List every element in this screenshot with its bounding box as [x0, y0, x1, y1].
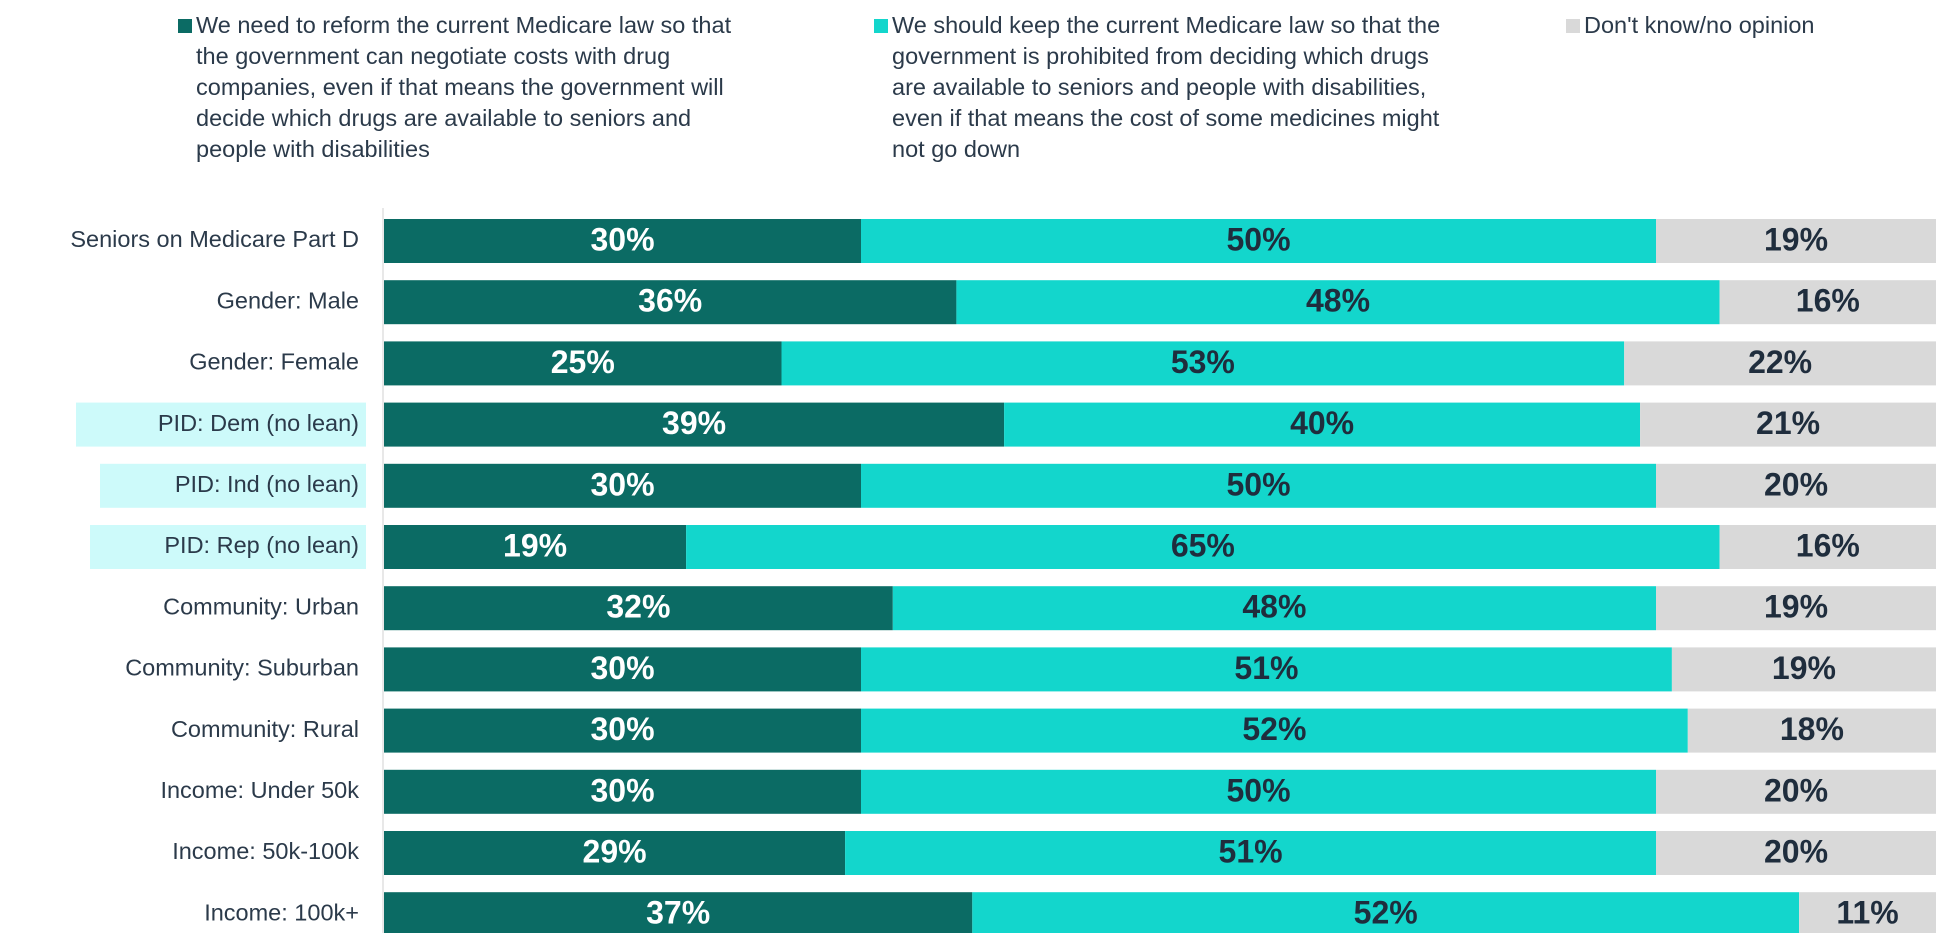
- data-label: 19%: [1764, 589, 1828, 625]
- bar-segment: [384, 586, 893, 631]
- data-label: 65%: [1171, 527, 1235, 563]
- bar-segment: [1656, 219, 1936, 263]
- category-label: PID: Dem (no lean): [158, 410, 359, 436]
- bar-segment: [384, 463, 861, 508]
- data-label: 18%: [1780, 711, 1844, 747]
- bar-segment: [1656, 831, 1936, 875]
- bar-segment: [384, 892, 973, 933]
- bar-segment: [861, 219, 1656, 263]
- data-label: 52%: [1242, 711, 1306, 747]
- legend-label: Don't know/no opinion: [1584, 12, 1815, 38]
- bar-segment: [384, 402, 1005, 447]
- data-label: 39%: [662, 405, 726, 441]
- bar-segment: [845, 831, 1656, 875]
- data-label: 19%: [503, 527, 567, 563]
- data-label: 30%: [590, 772, 654, 808]
- legend-marker: [1566, 19, 1580, 33]
- bar-segment: [384, 708, 861, 753]
- data-label: 30%: [590, 466, 654, 502]
- data-label: 37%: [646, 895, 710, 931]
- bar-segment: [1719, 525, 1936, 569]
- bar-segment: [686, 525, 1720, 569]
- category-label: Seniors on Medicare Part D: [70, 226, 359, 252]
- category-highlight: [100, 463, 366, 508]
- data-label: 19%: [1764, 221, 1828, 257]
- data-label: 19%: [1772, 650, 1836, 686]
- data-label: 53%: [1171, 344, 1235, 380]
- data-label: 50%: [1226, 466, 1290, 502]
- category-label: Gender: Male: [217, 287, 359, 313]
- data-label: 50%: [1226, 772, 1290, 808]
- bar-segment: [384, 647, 861, 692]
- category-label: Gender: Female: [189, 349, 359, 375]
- category-label: PID: Rep (no lean): [164, 532, 359, 558]
- data-label: 20%: [1764, 772, 1828, 808]
- bar-segment: [1719, 280, 1936, 325]
- data-label: 22%: [1748, 344, 1812, 380]
- category-label: Community: Rural: [171, 716, 359, 742]
- legend-item: We need to reform the current Medicare l…: [178, 10, 756, 165]
- bar-segment: [384, 831, 846, 875]
- data-label: 48%: [1306, 283, 1370, 319]
- data-label: 20%: [1764, 833, 1828, 869]
- bar-segment: [1624, 341, 1936, 386]
- data-label: 20%: [1764, 466, 1828, 502]
- data-label: 29%: [583, 833, 647, 869]
- bar-segment: [1656, 463, 1936, 508]
- bar-segment: [861, 769, 1656, 814]
- category-highlight: [90, 525, 366, 569]
- bar-segment: [384, 280, 957, 325]
- data-label: 16%: [1796, 527, 1860, 563]
- bar-segment: [861, 463, 1656, 508]
- category-label: Income: Under 50k: [160, 777, 359, 803]
- bar-segment: [1640, 402, 1936, 447]
- data-label: 50%: [1226, 221, 1290, 257]
- bar-segment: [1004, 402, 1641, 447]
- category-label: Community: Suburban: [125, 655, 359, 681]
- category-label: Income: 100k+: [204, 899, 359, 925]
- data-label: 11%: [1836, 895, 1898, 931]
- bar-segment: [1687, 708, 1936, 753]
- category-label: Community: Urban: [163, 593, 359, 619]
- data-label: 51%: [1234, 650, 1298, 686]
- bar-segment: [384, 341, 782, 386]
- bar-segment: [384, 525, 687, 569]
- data-label: 30%: [590, 650, 654, 686]
- data-label: 32%: [606, 589, 670, 625]
- bar-segment: [972, 892, 1800, 933]
- data-label: 30%: [590, 711, 654, 747]
- bar-segment: [1656, 769, 1936, 814]
- legend-item: Don't know/no opinion: [1566, 10, 1904, 41]
- legend-label: We need to reform the current Medicare l…: [196, 12, 732, 162]
- data-label: 25%: [551, 344, 615, 380]
- legend-item: We should keep the current Medicare law …: [874, 10, 1452, 165]
- bar-segment: [892, 586, 1656, 631]
- bar-segment: [1656, 586, 1936, 631]
- legend-label: We should keep the current Medicare law …: [892, 12, 1441, 162]
- data-label: 36%: [638, 283, 702, 319]
- legend-marker: [874, 19, 888, 33]
- category-label: Income: 50k-100k: [172, 838, 359, 864]
- bar-segment: [384, 769, 861, 814]
- data-label: 21%: [1756, 405, 1820, 441]
- bar-segment: [781, 341, 1625, 386]
- bar-segment: [384, 219, 861, 263]
- legend-marker: [178, 19, 192, 33]
- data-label: 30%: [590, 221, 654, 257]
- bar-segment: [1799, 892, 1936, 933]
- data-label: 40%: [1290, 405, 1354, 441]
- bar-segment: [1671, 647, 1936, 692]
- data-label: 16%: [1796, 283, 1860, 319]
- category-highlight: [76, 402, 366, 447]
- bar-segment: [861, 708, 1688, 753]
- data-label: 48%: [1242, 589, 1306, 625]
- data-label: 52%: [1354, 895, 1418, 931]
- data-label: 51%: [1219, 833, 1283, 869]
- bar-segment: [861, 647, 1672, 692]
- bar-segment: [956, 280, 1720, 325]
- category-label: PID: Ind (no lean): [175, 471, 359, 497]
